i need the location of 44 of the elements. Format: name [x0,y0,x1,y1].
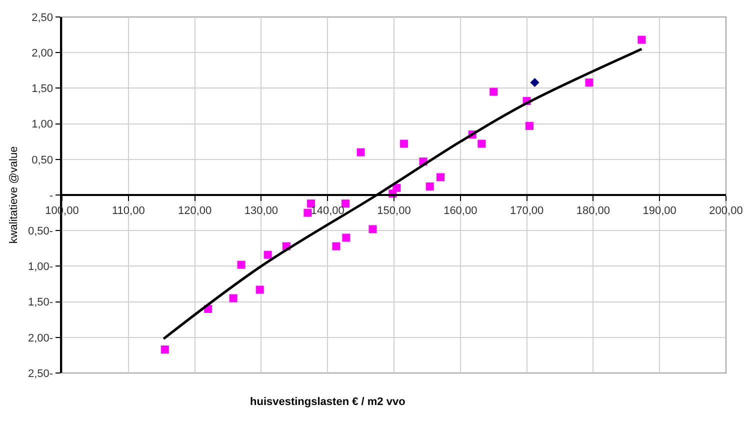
y-tick-label: 2,50- [28,368,54,380]
point [160,346,169,354]
point [356,148,365,156]
point [525,122,534,130]
point [585,78,594,86]
x-tick-label: 180,00 [576,204,610,217]
x-tick-label: 140,00 [310,204,344,217]
point [436,173,444,182]
y-tick-label: - [49,190,54,202]
y-tick-label: 1,00 [32,118,54,131]
x-tick-label: 110,00 [112,204,145,217]
y-axis-title: kwalitatieve @value [8,146,20,244]
point [342,234,350,242]
point [332,242,340,250]
y-tick-label: 1,50- [28,296,54,309]
point [478,140,486,148]
y-tick-label: 2,00 [32,47,54,60]
point [400,140,408,148]
y-tick-label: 0,50 [32,154,54,166]
point [638,36,646,44]
x-tick-label: 200,00 [709,204,743,217]
point [342,200,350,208]
x-axis-title: huisvestingslasten € / m2 vvo [250,396,406,408]
point [229,294,238,302]
point [392,184,401,192]
point [426,182,434,190]
x-tick-label: 130,00 [244,204,278,217]
point [256,286,264,294]
x-tick-label: 120,00 [178,204,212,217]
x-tick-label: 190,00 [642,204,676,217]
y-tick-label: 0,50- [28,225,54,238]
point [237,260,246,269]
point [264,250,272,259]
y-tick-label: 1,50 [32,83,54,96]
x-tick-label: 160,00 [444,204,478,217]
point [368,225,377,234]
y-tick-label: 2,50 [32,12,54,24]
point [490,88,498,96]
x-tick-label: 150,00 [377,204,411,217]
y-tick-label: 2,00- [28,332,54,344]
point [304,208,312,217]
x-tick-label: 170,00 [510,204,544,217]
y-tick-label: 1,00- [28,261,54,274]
point [530,78,540,88]
